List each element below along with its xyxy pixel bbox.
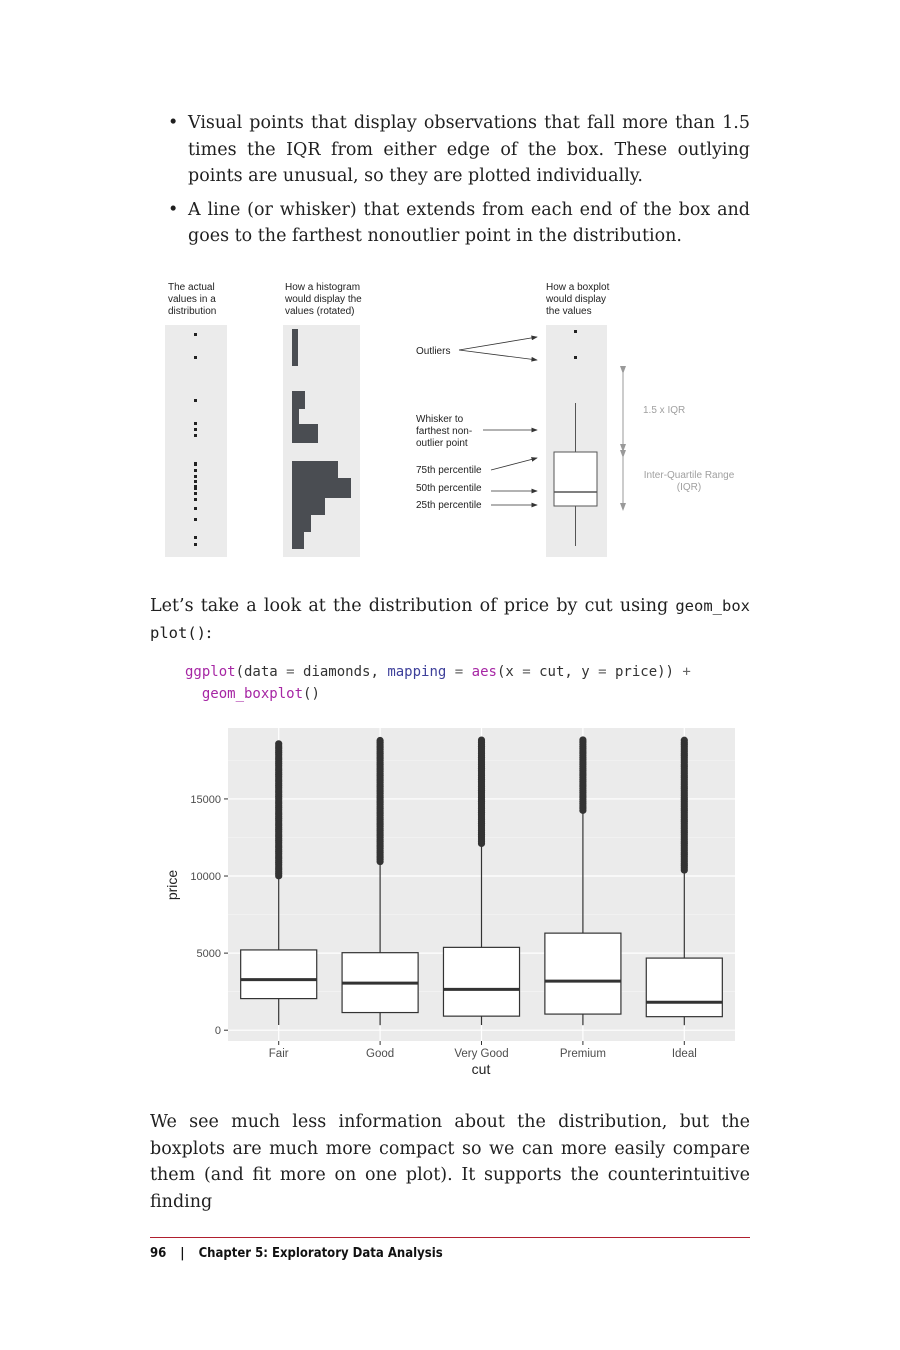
y-tick-label: 0 — [215, 1025, 221, 1037]
annotation-arrows — [458, 335, 538, 508]
col3-label: How a boxplot would display the values — [545, 282, 610, 317]
x-tick-label: Premium — [560, 1048, 606, 1060]
outlier-point — [680, 866, 688, 874]
outlier-point — [376, 857, 384, 866]
box-iqr — [442, 946, 521, 1017]
box-premium — [544, 736, 622, 1026]
p25-label: 25th percentile — [416, 500, 482, 511]
bullet-item: Visual points that display observations … — [165, 110, 750, 190]
price-by-cut-boxplot: 0 5000 10000 15000 Fair Good Very Good Premium… — [164, 728, 735, 1077]
boxplot-anatomy-figure: The actual values in a distribution How a … — [165, 282, 735, 557]
x-tick-label: Good — [366, 1048, 394, 1060]
y-tick-label: 15000 — [190, 794, 221, 806]
x-tick-label: Very Good — [454, 1048, 508, 1060]
histogram-bars — [292, 329, 351, 549]
closing-paragraph: We see much less information about the d… — [150, 1112, 750, 1212]
intro-paragraph: Let’s take a look at the distribution of… — [150, 596, 750, 643]
outlier-point — [579, 806, 587, 814]
page-footer: 96 | Chapter 5: Exploratory Data Analysis — [150, 1246, 443, 1261]
x-tick-label: Fair — [269, 1048, 289, 1060]
iqr-label: Inter-Quartile Range (IQR) — [644, 470, 735, 493]
p75-label: 75th percentile — [416, 465, 482, 476]
outliers-label: Outliers — [416, 346, 450, 357]
outlier-point — [275, 872, 283, 880]
bullet-item: A line (or whisker) that extends from ea… — [165, 197, 750, 250]
illustrative-boxplot — [553, 330, 598, 546]
iqr15-label: 1.5 x IQR — [643, 405, 685, 416]
chapter-title: Chapter 5: Exploratory Data Analysis — [198, 1246, 443, 1261]
box-ideal — [645, 736, 723, 1026]
boxplot-panel — [546, 325, 607, 557]
box-iqr — [544, 932, 622, 1015]
box-fair — [240, 740, 318, 1026]
y-tick-label: 5000 — [197, 948, 221, 960]
code-block: ggplot(data = diamonds, mapping = aes(x … — [185, 664, 691, 702]
box-good — [341, 736, 419, 1026]
inline-code: geom_box plot() — [150, 597, 750, 642]
outlier-point — [477, 839, 486, 848]
raw-value-points — [194, 333, 197, 546]
box-very-good — [442, 736, 521, 1026]
x-tick-label: Ideal — [672, 1048, 697, 1060]
raw-values-panel — [165, 325, 227, 557]
x-axis-title: cut — [472, 1061, 491, 1077]
p50-label: 50th percentile — [416, 483, 482, 494]
y-axis-title: price — [164, 870, 180, 901]
whisker-label: Whisker to farthest non-outlier point — [416, 414, 472, 449]
col2-label: How a histogram would display the values (… — [284, 282, 362, 317]
y-tick-label: 10000 — [190, 871, 221, 883]
box-iqr — [645, 957, 723, 1018]
bullet-list: Visual points that display observations … — [165, 110, 750, 257]
page-number: 96 — [150, 1246, 167, 1261]
footer-rule — [150, 1237, 750, 1238]
col1-label: The actual values in a distribution — [168, 282, 216, 317]
box-iqr — [240, 949, 318, 1000]
footer-separator: | — [180, 1246, 185, 1261]
